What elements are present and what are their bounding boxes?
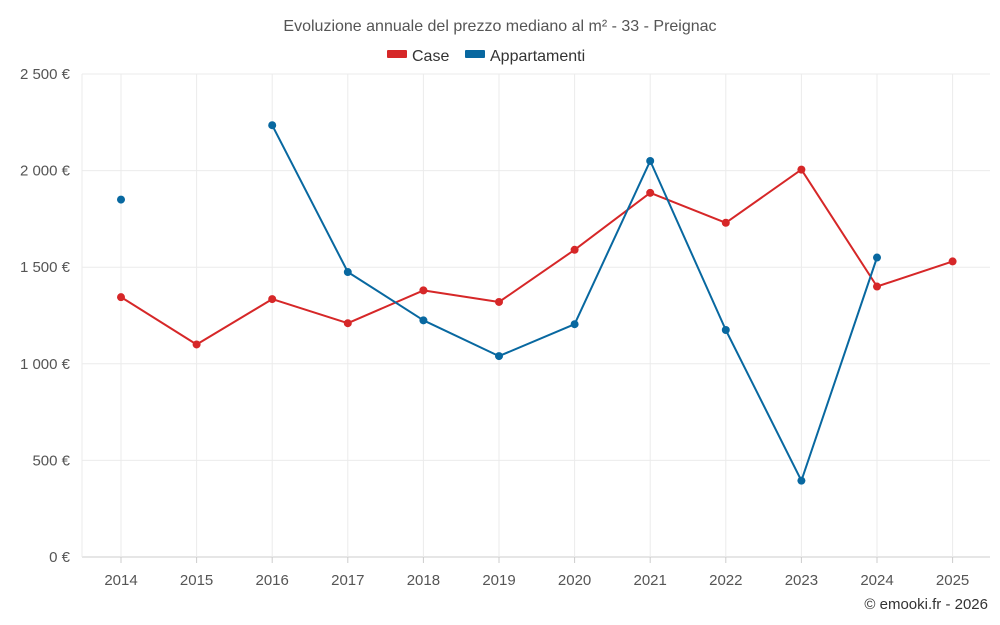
x-tick-label: 2021 — [634, 572, 667, 589]
x-tick-label: 2020 — [558, 572, 591, 589]
x-tick-label: 2017 — [331, 572, 364, 589]
x-tick-label: 2023 — [785, 572, 818, 589]
data-point-appartamenti[interactable] — [797, 476, 806, 485]
data-point-case[interactable] — [419, 286, 428, 295]
legend-label-appartamenti[interactable]: Appartamenti — [490, 48, 585, 65]
y-axis: 0 € 500 € 1 000 € 1 500 € 2 000 € 2 500 € — [20, 66, 71, 566]
y-tick-label: 2 000 € — [20, 163, 71, 180]
data-point-appartamenti[interactable] — [646, 156, 655, 165]
legend-swatch-appartamenti — [465, 50, 485, 58]
x-tick-label: 2024 — [860, 572, 893, 589]
y-tick-label: 1 500 € — [20, 259, 71, 276]
data-point-case[interactable] — [797, 165, 806, 174]
data-point-case[interactable] — [646, 188, 655, 197]
data-point-case[interactable] — [721, 218, 730, 227]
series-line-case — [120, 168, 953, 346]
legend-label-case[interactable]: Case — [412, 48, 449, 65]
legend-swatch-case — [387, 50, 407, 58]
data-point-case[interactable] — [343, 319, 352, 328]
x-tick-label: 2022 — [709, 572, 742, 589]
chart-title: Evoluzione annuale del prezzo mediano al… — [283, 18, 716, 35]
y-tick-label: 1 000 € — [20, 356, 71, 373]
x-tick-label: 2018 — [407, 572, 440, 589]
y-tick-label: 0 € — [49, 549, 71, 566]
series-points — [117, 121, 957, 485]
data-point-case[interactable] — [268, 295, 277, 304]
data-point-case[interactable] — [873, 282, 881, 291]
data-point-appartamenti[interactable] — [873, 253, 881, 262]
x-tick-label: 2025 — [936, 572, 969, 589]
x-tick-label: 2016 — [256, 572, 289, 589]
data-point-case[interactable] — [192, 340, 201, 349]
y-tick-label: 2 500 € — [20, 66, 71, 83]
grid — [81, 73, 990, 558]
data-point-case[interactable] — [570, 245, 579, 254]
data-point-appartamenti[interactable] — [495, 352, 503, 361]
data-point-appartamenti[interactable] — [343, 268, 352, 277]
x-tick-label: 2019 — [482, 572, 515, 589]
series-lines — [120, 124, 953, 482]
x-axis: 2014 2015 2016 2017 2018 2019 2020 2021 2022 2023… — [104, 557, 969, 589]
data-point-appartamenti[interactable] — [570, 320, 579, 329]
x-tick-label: 2014 — [104, 572, 137, 589]
x-tick-label: 2015 — [180, 572, 213, 589]
data-point-appartamenti[interactable] — [721, 325, 730, 334]
data-point-case[interactable] — [495, 297, 503, 306]
legend: Case Appartamenti — [387, 48, 585, 65]
credit-text: © emooki.fr - 2026 — [864, 596, 988, 613]
data-point-appartamenti[interactable] — [117, 195, 125, 204]
data-point-appartamenti[interactable] — [419, 316, 428, 325]
data-point-case[interactable] — [117, 293, 125, 302]
data-point-case[interactable] — [948, 257, 957, 266]
data-point-appartamenti[interactable] — [268, 121, 277, 130]
y-tick-label: 500 € — [32, 452, 70, 469]
